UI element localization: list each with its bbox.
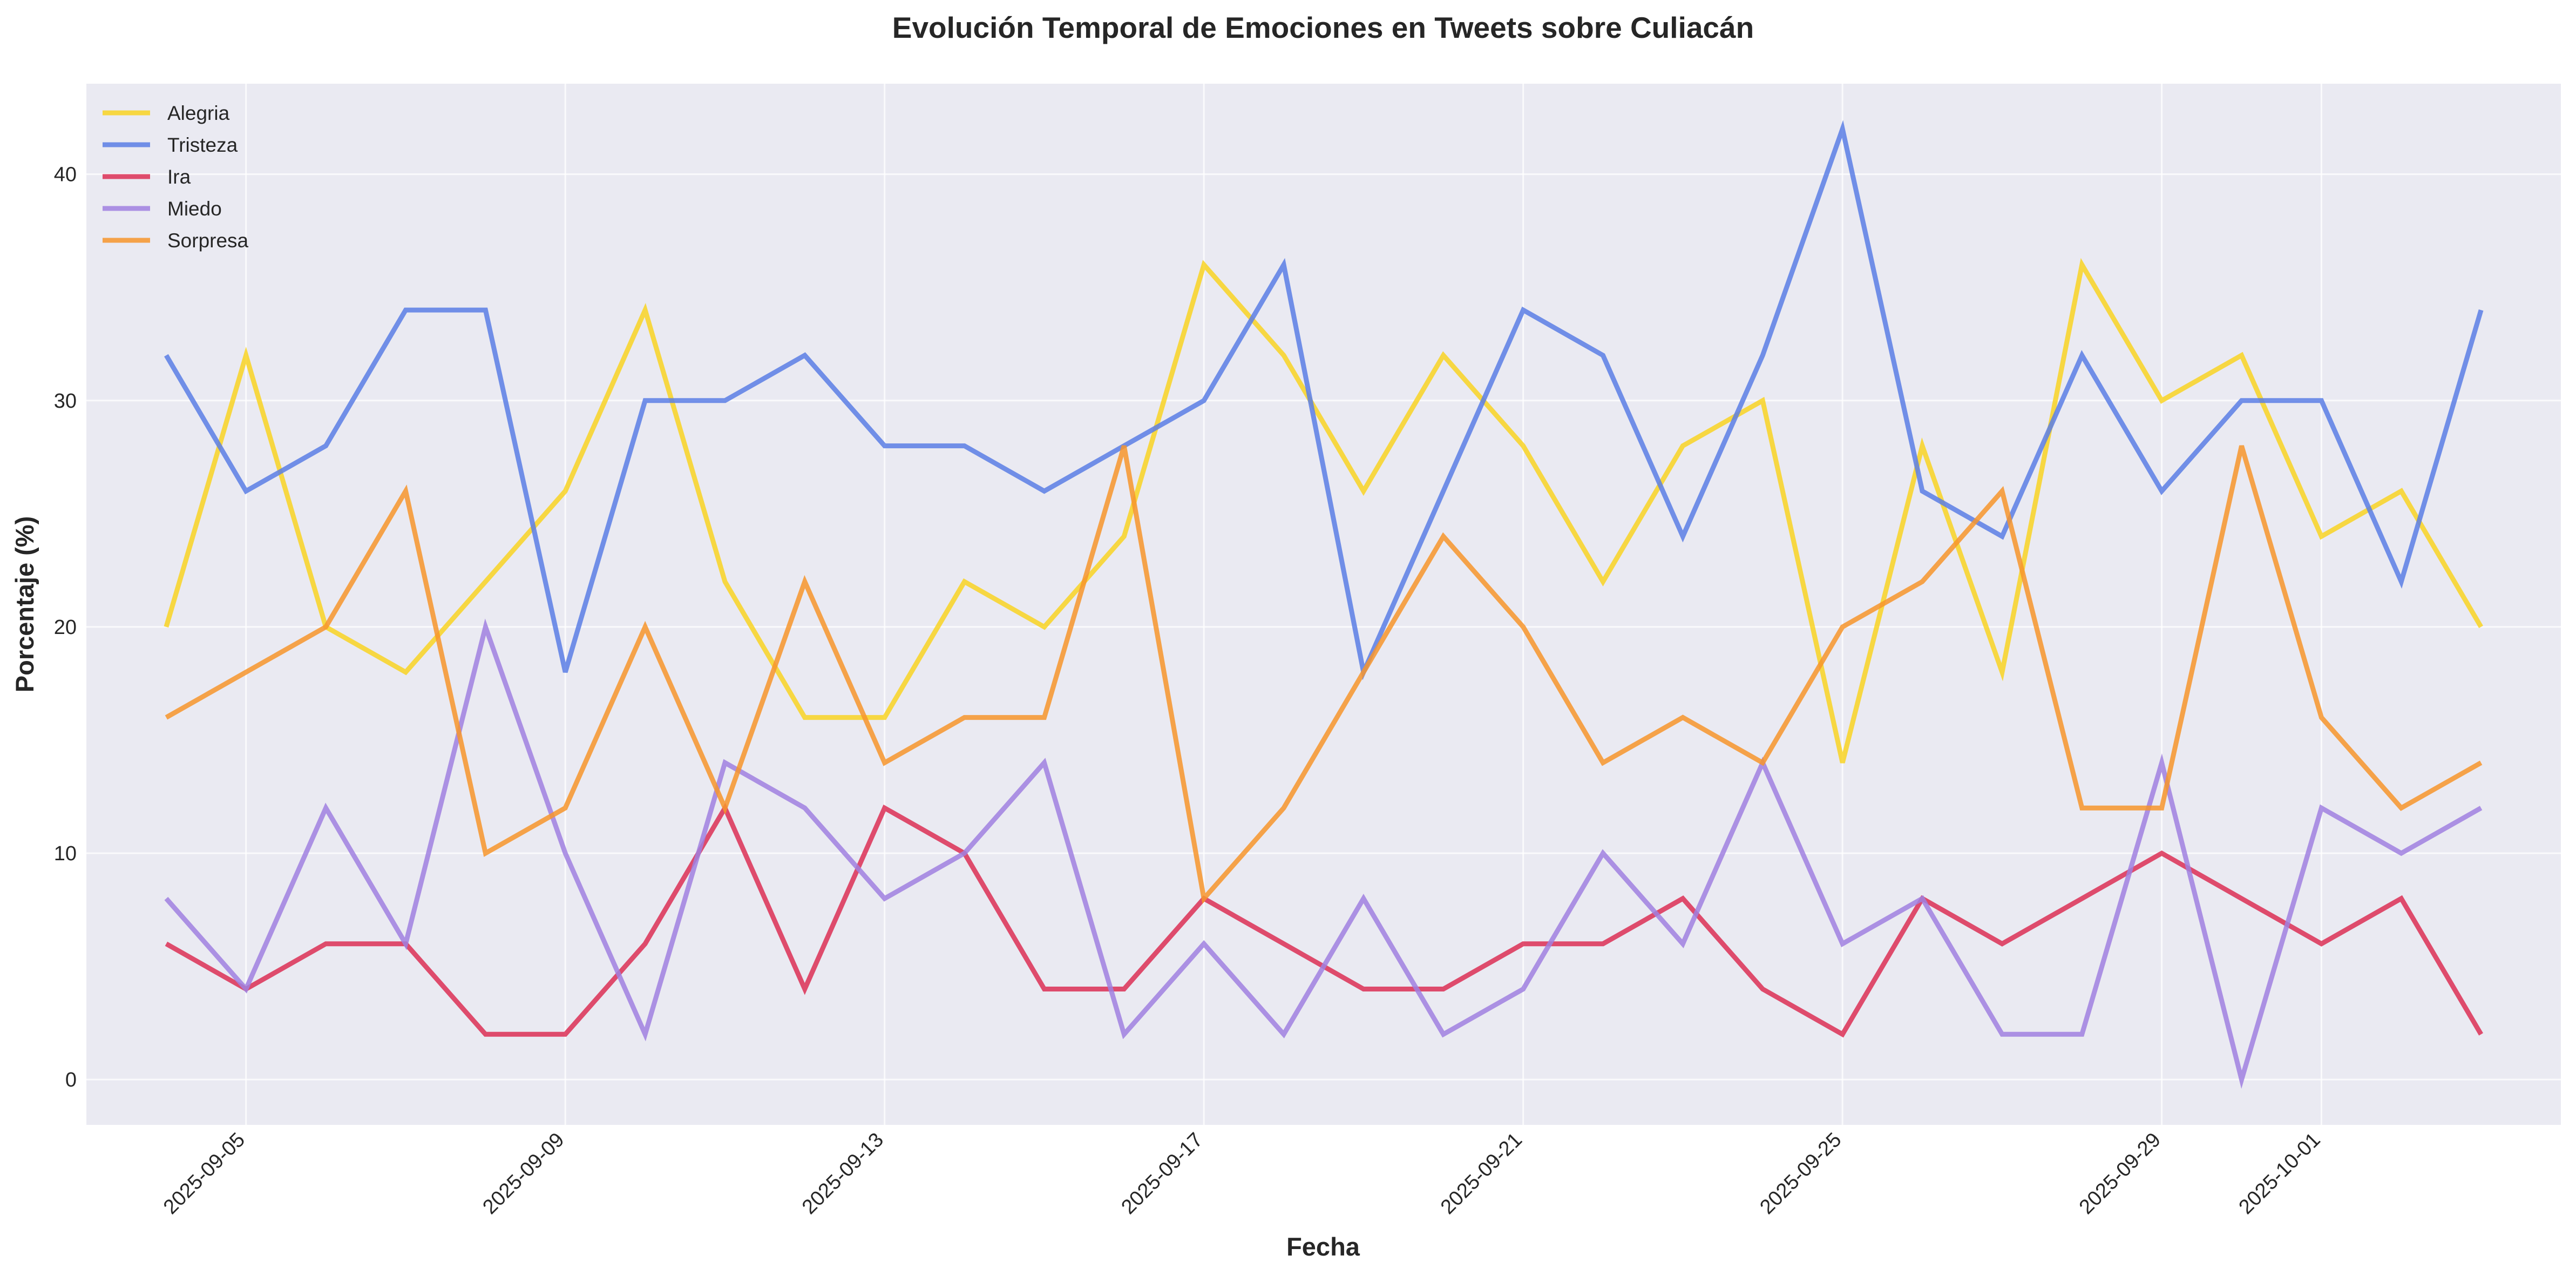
x-tick-label: 2025-09-17 bbox=[1117, 1129, 1207, 1219]
y-axis-ticks: 0 10 20 30 40 bbox=[54, 164, 77, 1092]
y-tick-label: 20 bbox=[54, 616, 77, 639]
x-tick-label: 2025-09-13 bbox=[798, 1129, 888, 1219]
x-axis-ticks: 2025-09-05 2025-09-09 2025-09-13 2025-09-17… bbox=[159, 1129, 2325, 1219]
y-tick-label: 10 bbox=[54, 842, 77, 865]
series-line-tristeza bbox=[164, 120, 2484, 680]
grid-lines bbox=[86, 84, 2561, 1125]
series-lines bbox=[164, 120, 2484, 1089]
y-tick-label: 0 bbox=[65, 1069, 77, 1091]
x-tick-label: 2025-09-05 bbox=[159, 1129, 249, 1219]
legend-label: Tristeza bbox=[167, 134, 238, 156]
y-axis-label: Porcentaje (%) bbox=[10, 516, 39, 692]
x-axis-label: Fecha bbox=[1286, 1232, 1360, 1261]
y-tick-label: 30 bbox=[54, 390, 77, 413]
plot-area bbox=[86, 84, 2561, 1125]
chart-title: Evolución Temporal de Emociones en Tweet… bbox=[892, 11, 1754, 44]
legend-label: Sorpresa bbox=[167, 230, 249, 252]
series-line-sorpresa bbox=[165, 445, 2483, 904]
x-tick-label: 2025-09-25 bbox=[1755, 1129, 1846, 1219]
legend: Alegria Tristeza Ira Miedo Sorpresa bbox=[103, 102, 249, 252]
legend-label: Ira bbox=[167, 166, 191, 188]
series-line-alegria bbox=[164, 258, 2483, 764]
y-tick-label: 40 bbox=[54, 164, 77, 186]
legend-label: Alegria bbox=[167, 102, 230, 124]
x-tick-label: 2025-10-01 bbox=[2235, 1129, 2325, 1219]
legend-label: Miedo bbox=[167, 198, 222, 220]
x-tick-label: 2025-09-29 bbox=[2075, 1129, 2165, 1219]
x-tick-label: 2025-09-09 bbox=[478, 1129, 568, 1219]
x-tick-label: 2025-09-21 bbox=[1436, 1129, 1527, 1219]
